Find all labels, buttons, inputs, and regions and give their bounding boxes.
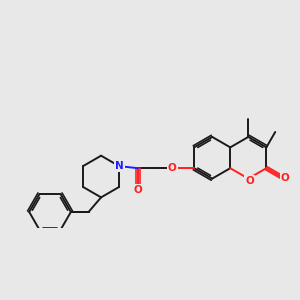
Text: N: N [115, 161, 124, 171]
Text: O: O [134, 185, 142, 195]
Text: N: N [115, 161, 124, 171]
Text: O: O [168, 163, 177, 173]
Text: O: O [245, 176, 254, 186]
Text: O: O [281, 172, 290, 183]
